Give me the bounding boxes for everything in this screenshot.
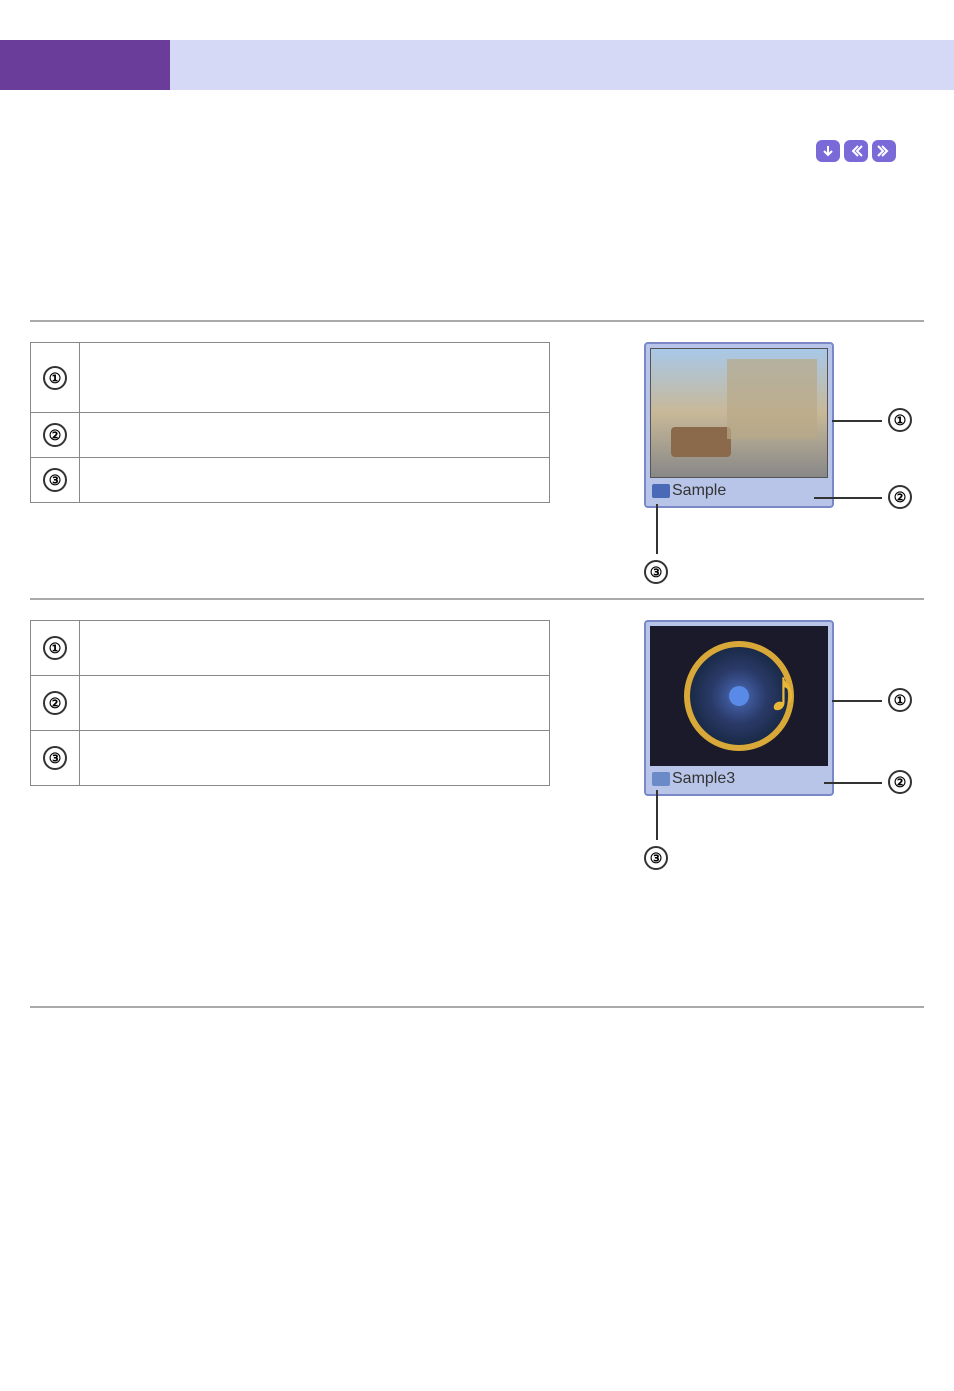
callout-line [656, 790, 658, 840]
nav-icons [816, 140, 896, 162]
callout-number: ② [888, 485, 912, 509]
callout-line [832, 700, 882, 702]
row-text [80, 676, 550, 731]
row-number: ① [31, 343, 80, 413]
table-row: ② [31, 676, 550, 731]
header-bar [0, 40, 954, 90]
row-text [80, 458, 550, 503]
callout-number: ① [888, 688, 912, 712]
audio-thumbnail[interactable]: ♪ Sample3 [644, 620, 834, 796]
circled-number: ① [43, 636, 67, 660]
section-1-row: ① ② ③ Sample ① ② ③ [0, 322, 954, 538]
header-accent [0, 40, 170, 90]
table-row: ③ [31, 731, 550, 786]
music-note-icon: ♪ [768, 656, 798, 725]
row-number: ③ [31, 731, 80, 786]
callout-line [824, 782, 882, 784]
row-number: ③ [31, 458, 80, 503]
section-2-row: ① ② ③ ♪ Sample3 ① ② ③ [0, 600, 954, 826]
chevron-left-icon [849, 144, 863, 158]
callout-line [832, 420, 882, 422]
nav-down-button[interactable] [816, 140, 840, 162]
section-divider [30, 1006, 924, 1008]
callout-line [656, 504, 658, 554]
image-file-icon [652, 484, 670, 498]
nav-prev-button[interactable] [844, 140, 868, 162]
circled-number: ② [43, 423, 67, 447]
row-text [80, 731, 550, 786]
row-number: ② [31, 676, 80, 731]
nav-next-button[interactable] [872, 140, 896, 162]
callout-number: ③ [644, 560, 668, 584]
image-thumbnail[interactable]: Sample [644, 342, 834, 508]
callout-line [814, 497, 882, 499]
header-title-area [170, 40, 954, 90]
thumbnail-preview [650, 348, 828, 478]
chevron-right-icon [877, 144, 891, 158]
row-text [80, 621, 550, 676]
audio-file-icon [652, 772, 670, 786]
callout-number: ③ [644, 846, 668, 870]
table-row: ① [31, 343, 550, 413]
table-row: ③ [31, 458, 550, 503]
circled-number: ③ [43, 468, 67, 492]
thumbnail-diagram-2: ♪ Sample3 ① ② ③ [644, 620, 924, 796]
row-text [80, 413, 550, 458]
circled-number: ③ [43, 746, 67, 770]
callout-number: ① [888, 408, 912, 432]
circled-number: ① [43, 366, 67, 390]
thumbnail-filename: Sample [672, 482, 726, 500]
thumbnail-diagram-1: Sample ① ② ③ [644, 342, 924, 508]
info-table-1: ① ② ③ [30, 342, 550, 503]
audio-preview: ♪ [650, 626, 828, 766]
row-number: ① [31, 621, 80, 676]
thumbnail-label-row: Sample [650, 478, 828, 502]
info-table-2: ① ② ③ [30, 620, 550, 786]
thumbnail-label-row: Sample3 [650, 766, 828, 790]
table-row: ① [31, 621, 550, 676]
row-number: ② [31, 413, 80, 458]
arrow-down-icon [821, 144, 835, 158]
circled-number: ② [43, 691, 67, 715]
table-row: ② [31, 413, 550, 458]
thumbnail-filename: Sample3 [672, 770, 735, 788]
callout-number: ② [888, 770, 912, 794]
row-text [80, 343, 550, 413]
